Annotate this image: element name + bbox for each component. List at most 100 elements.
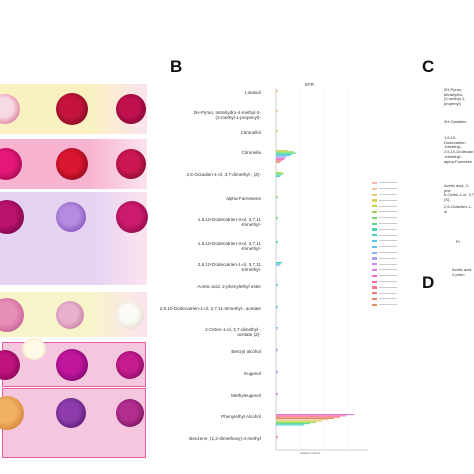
compound-label: 2,6-Octadien-1-ol, 3,7-dimethyl-, (Z)-	[186, 172, 261, 177]
flower-image	[0, 297, 24, 332]
panel-b-x-axis-label: relative content	[300, 451, 321, 455]
bar	[276, 436, 278, 438]
compound-label: Citronellol	[240, 130, 261, 135]
compound-label: 2,6,10-Dodecatrien-1-ol, 3,7,11 -trimeth…	[197, 262, 261, 273]
flower-image	[22, 338, 46, 360]
bar	[276, 264, 280, 266]
bar	[276, 160, 282, 162]
flower-image	[56, 300, 84, 329]
bar	[276, 242, 278, 244]
flower-image	[56, 148, 88, 180]
flower-image	[116, 399, 144, 427]
panel-c-label: 2,6,10-Dodecatri -trimethyl-	[444, 149, 474, 159]
panel-b-bar-chart	[275, 88, 368, 451]
compound-label: 1,6,10-Dodecatrien-3-ol, 3,7,11 -trimeth…	[197, 217, 261, 228]
bar	[276, 416, 340, 418]
compound-label: 2H-Pyran, tetrahydro-4-methyl-2- (2-meth…	[193, 110, 261, 121]
legend-entry	[379, 240, 397, 242]
bar	[276, 155, 290, 157]
compound-label: Benzene, (1,2-dimethoxy)-4-methyl	[189, 436, 261, 441]
panel-c-label: 1,6,10-Dodecatrien -trimethyl-	[444, 135, 466, 150]
legend-entry	[379, 182, 397, 184]
compound-label: Phenylethyl Alcohol	[221, 414, 261, 419]
bar	[276, 159, 284, 161]
compound-label: alpha-Farnesene	[226, 196, 261, 201]
flower-image	[0, 349, 20, 380]
bar	[276, 161, 280, 163]
legend-swatch	[372, 286, 377, 289]
flower-image	[116, 350, 144, 379]
bar	[276, 263, 281, 265]
bar	[276, 437, 278, 439]
panel-c-label: 2,6-Octadien-1-ol	[444, 204, 472, 214]
flower-image	[116, 149, 146, 179]
panel-c-label: Acetic acid, 2-phe	[444, 183, 470, 193]
legend-swatch	[372, 251, 377, 254]
panel-c-label: Pr	[456, 239, 460, 244]
bar	[276, 414, 354, 416]
bar	[276, 130, 278, 132]
bar	[276, 151, 294, 153]
bar	[276, 420, 322, 422]
bar	[276, 415, 346, 417]
bar	[276, 421, 316, 423]
bar	[276, 285, 278, 287]
bar	[276, 349, 278, 351]
bar	[276, 241, 278, 243]
bar	[276, 423, 310, 425]
flower-image	[56, 398, 86, 428]
legend-entry	[379, 217, 397, 219]
legend-swatch	[372, 257, 377, 260]
bar	[276, 417, 334, 419]
compound-label: Linalool	[245, 90, 261, 95]
legend-swatch	[372, 182, 377, 185]
bar	[276, 371, 278, 373]
legend-swatch	[372, 263, 377, 266]
panel-b-legend	[372, 182, 412, 322]
bar	[276, 327, 278, 329]
bar	[276, 156, 286, 158]
panel-c-label: 2H-Octadien	[444, 119, 467, 124]
bar	[276, 393, 278, 395]
legend-entry	[379, 286, 397, 288]
legend-swatch	[372, 187, 377, 190]
bar	[276, 157, 285, 159]
bar	[276, 328, 278, 330]
flower-image	[56, 93, 88, 125]
legend-entry	[379, 275, 397, 277]
legend-swatch	[372, 298, 377, 301]
legend-swatch	[372, 216, 377, 219]
legend-swatch	[372, 211, 377, 214]
panel-b-letter: B	[170, 57, 183, 76]
bar	[276, 172, 282, 174]
bar	[276, 262, 282, 264]
legend-entry	[379, 222, 397, 224]
bar	[276, 90, 278, 92]
legend-swatch	[372, 193, 377, 196]
compound-label: Benzyl alcohol	[231, 349, 261, 354]
legend-entry	[379, 188, 397, 190]
legend-swatch	[372, 222, 377, 225]
bar	[276, 91, 278, 93]
legend-entry	[379, 199, 397, 201]
legend-entry	[379, 193, 397, 195]
panel-c-label: 6-Octen-1-ol, 3,7 (S)-	[444, 192, 474, 202]
bar	[276, 419, 328, 421]
bar	[276, 175, 280, 177]
flower-image	[0, 148, 22, 180]
legend-entry	[379, 298, 397, 300]
legend-swatch	[372, 292, 377, 295]
legend-entry	[379, 228, 397, 230]
bar	[276, 174, 281, 176]
legend-entry	[379, 251, 397, 253]
flower-image	[116, 94, 146, 124]
panel-c-label: Acetic acid, 2-phen	[452, 267, 473, 277]
bar	[276, 152, 296, 154]
legend-entry	[379, 205, 397, 207]
bar	[276, 218, 278, 220]
legend-swatch	[372, 245, 377, 248]
compound-label: Citronella	[241, 150, 261, 155]
panel-c-label: alpha-Farnesen	[444, 159, 473, 164]
bar	[276, 284, 278, 286]
legend-entry	[379, 246, 397, 248]
